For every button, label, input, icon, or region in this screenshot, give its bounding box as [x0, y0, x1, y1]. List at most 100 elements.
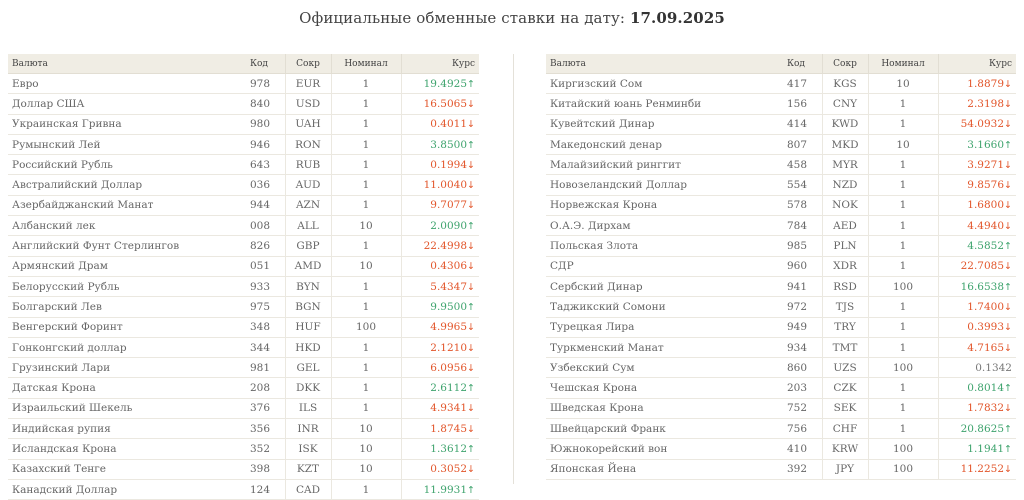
- currency-nominal: 1: [330, 114, 401, 135]
- arrow-down-icon: ↓: [467, 98, 475, 110]
- col-currency-header[interactable]: Валюта: [546, 54, 783, 74]
- rate-value: 9.7077: [430, 199, 468, 212]
- col-abbr-header[interactable]: Сокр: [821, 54, 868, 74]
- currency-nominal: 1: [330, 73, 401, 95]
- currency-nominal: 1: [867, 418, 938, 440]
- currency-name: Канадский Доллар: [8, 479, 246, 500]
- col-nominal-header[interactable]: Номинал: [867, 54, 938, 74]
- table-row: Албанский лек 008 ALL 10 2.0090↑: [8, 215, 479, 237]
- currency-abbr: USD: [284, 93, 331, 115]
- currency-code: 840: [246, 93, 285, 115]
- currency-code: 417: [783, 73, 822, 95]
- rate-value: 20.8625: [960, 422, 1005, 435]
- currency-nominal: 1: [330, 154, 401, 176]
- currency-code: 949: [783, 317, 822, 338]
- table-row: Чешская Крона 203 CZK 1 0.8014↑: [546, 377, 1016, 399]
- currency-nominal: 1: [867, 114, 938, 135]
- rates-table-right: Валюта Код Сокр Номинал Курс Киргизский …: [546, 54, 1016, 480]
- currency-name: Английский Фунт Стерлингов: [8, 235, 246, 257]
- currency-rate: 1.7832↓: [937, 398, 1016, 420]
- currency-name: Австралийский Доллар: [8, 174, 246, 196]
- currency-name: Гонконгский доллар: [8, 337, 246, 359]
- currency-code: 975: [246, 296, 285, 318]
- table-row: Австралийский Доллар 036 AUD 1 11.0040↓: [8, 174, 479, 196]
- table-row: Китайский юань Ренминби 156 CNY 1 2.3198↓: [546, 93, 1016, 115]
- currency-name: Киргизский Сом: [546, 73, 783, 95]
- table-row: Швейцарский Франк 756 CHF 1 20.8625↑: [546, 418, 1016, 440]
- col-nominal-header[interactable]: Номинал: [330, 54, 401, 74]
- currency-name: Туркменский Манат: [546, 337, 783, 359]
- currency-rate: 2.3198↓: [937, 93, 1016, 115]
- currency-nominal: 1: [330, 337, 401, 359]
- arrow-down-icon: ↓: [1004, 159, 1012, 171]
- currency-rate: 4.7165↓: [937, 337, 1016, 359]
- currency-rate: 11.9931↑: [400, 479, 479, 500]
- currency-nominal: 1: [867, 93, 938, 115]
- currency-code: 643: [246, 154, 285, 176]
- currency-name: Норвежская Крона: [546, 195, 783, 217]
- col-code-header[interactable]: Код: [246, 54, 285, 74]
- currency-name: Венгерский Форинт: [8, 317, 246, 338]
- arrow-down-icon: ↓: [467, 180, 475, 192]
- rates-table-left: Валюта Код Сокр Номинал Курс Евро 978 EUR 1…: [8, 54, 479, 500]
- table-row: Шведская Крона 752 SEK 1 1.7832↓: [546, 398, 1016, 420]
- currency-rate: 4.5852↑: [937, 235, 1016, 257]
- currency-name: Индийская рупия: [8, 418, 246, 440]
- rate-value: 16.6538: [960, 280, 1005, 293]
- col-currency-header[interactable]: Валюта: [8, 54, 246, 74]
- arrow-down-icon: ↓: [1004, 301, 1012, 313]
- currency-code: 398: [246, 459, 285, 480]
- col-abbr-header[interactable]: Сокр: [284, 54, 331, 74]
- currency-nominal: 1: [867, 195, 938, 217]
- rate-value: 54.0932: [960, 118, 1005, 131]
- currency-code: 376: [246, 398, 285, 420]
- currency-nominal: 100: [330, 317, 401, 338]
- currency-rate: 0.1342: [937, 357, 1016, 379]
- arrow-down-icon: ↓: [467, 261, 475, 273]
- table-row: Румынский Лей 946 RON 1 3.8500↑: [8, 134, 479, 156]
- arrow-up-icon: ↑: [1004, 383, 1012, 395]
- rate-value: 4.9965: [430, 321, 468, 334]
- currency-abbr: ILS: [284, 398, 331, 420]
- col-rate-header[interactable]: Курс: [400, 54, 479, 74]
- table-row: Доллар США 840 USD 1 16.5065↓: [8, 93, 479, 115]
- currency-code: 036: [246, 174, 285, 196]
- col-rate-header[interactable]: Курс: [937, 54, 1016, 74]
- currency-name: Украинская Гривна: [8, 114, 246, 135]
- currency-name: Азербайджанский Манат: [8, 195, 246, 217]
- currency-code: 410: [783, 438, 822, 460]
- currency-abbr: XDR: [821, 256, 868, 277]
- currency-name: Македонский денар: [546, 134, 783, 156]
- table-row: Белорусский Рубль 933 BYN 1 5.4347↓: [8, 276, 479, 298]
- table-header-row: Валюта Код Сокр Номинал Курс: [8, 54, 479, 74]
- rate-value: 3.9271: [967, 158, 1005, 171]
- currency-rate: 4.9965↓: [400, 317, 479, 338]
- currency-nominal: 1: [867, 256, 938, 277]
- rate-value: 0.8014: [967, 382, 1005, 395]
- arrow-down-icon: ↓: [1004, 119, 1012, 131]
- currency-code: 352: [246, 438, 285, 460]
- currency-nominal: 1: [867, 377, 938, 399]
- currency-code: 356: [246, 418, 285, 440]
- currency-name: Узбекский Сум: [546, 357, 783, 379]
- currency-abbr: BYN: [284, 276, 331, 298]
- rate-value: 11.9931: [423, 483, 468, 496]
- currency-name: Малайзийский ринггит: [546, 154, 783, 176]
- currency-nominal: 1: [867, 235, 938, 257]
- currency-nominal: 1: [330, 195, 401, 217]
- currency-rate: 9.7077↓: [400, 195, 479, 217]
- arrow-down-icon: ↓: [1004, 78, 1012, 90]
- currency-name: Румынский Лей: [8, 134, 246, 156]
- currency-nominal: 1: [330, 276, 401, 298]
- col-code-header[interactable]: Код: [783, 54, 822, 74]
- currency-rate: 22.7085↓: [937, 256, 1016, 277]
- currency-nominal: 1: [330, 377, 401, 399]
- rate-value: 0.1342: [975, 361, 1012, 374]
- table-row: Российский Рубль 643 RUB 1 0.1994↓: [8, 154, 479, 176]
- currency-abbr: AZN: [284, 195, 331, 217]
- currency-abbr: ISK: [284, 438, 331, 460]
- currency-nominal: 1: [330, 235, 401, 257]
- page-title: Официальные обменные ставки на дату: 17.…: [0, 9, 1024, 27]
- currency-nominal: 1: [867, 296, 938, 318]
- currency-abbr: KWD: [821, 114, 868, 135]
